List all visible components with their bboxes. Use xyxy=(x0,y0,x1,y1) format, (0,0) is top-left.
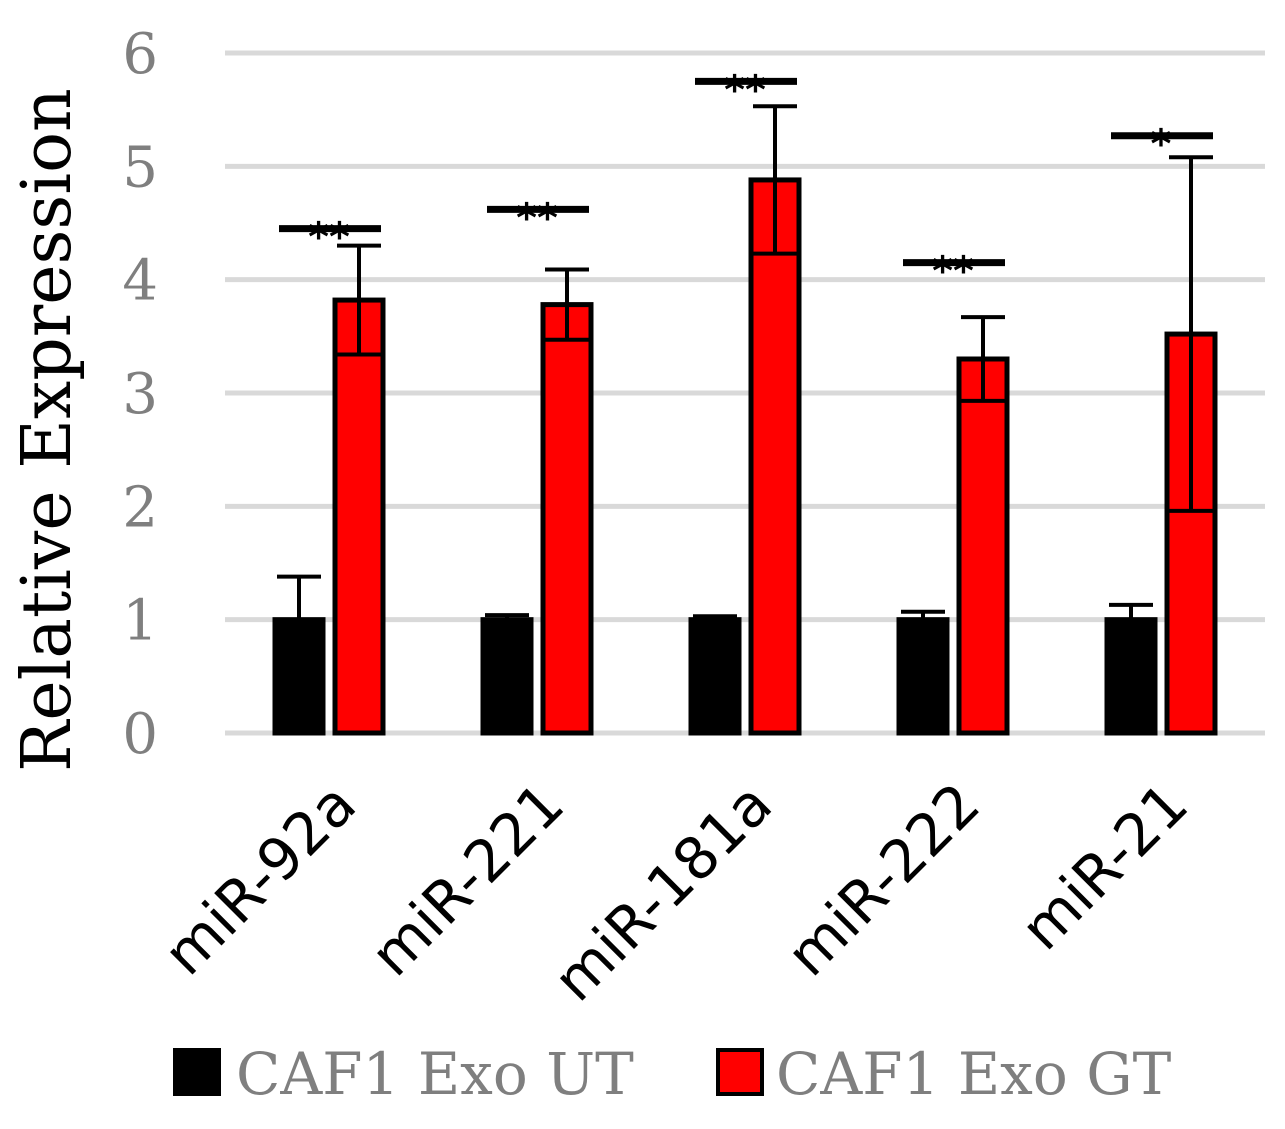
legend-swatch xyxy=(716,1048,764,1096)
bar-ut-mir-222 xyxy=(896,617,950,736)
bar-ut-mir-181a xyxy=(688,617,742,736)
y-tick-label: 0 xyxy=(122,702,158,767)
significance-marker: ** xyxy=(695,67,797,113)
bars xyxy=(272,177,1218,736)
bar-gt-mir-222 xyxy=(956,356,1010,736)
significance-label: ** xyxy=(516,195,558,241)
bar-ut-mir-221 xyxy=(480,617,534,736)
error-bar xyxy=(753,104,797,256)
error-bar xyxy=(337,243,381,357)
significance-label: ** xyxy=(932,249,974,295)
error-bar xyxy=(693,614,737,624)
y-tick-label: 6 xyxy=(122,22,158,87)
bar-gt-mir-92a xyxy=(332,297,386,736)
legend-entry: CAF1 Exo GT xyxy=(716,1040,1172,1108)
y-axis-title: Relative Expression xyxy=(8,88,87,772)
significance-marker: ** xyxy=(903,249,1005,295)
significance-label: ** xyxy=(724,67,766,113)
legend-label: CAF1 Exo UT xyxy=(236,1040,634,1108)
y-tick-label: 1 xyxy=(122,589,158,654)
y-axis-ticks: 0 1 2 3 4 5 6 xyxy=(122,22,158,767)
legend-swatch xyxy=(173,1048,221,1096)
y-tick-label: 5 xyxy=(122,135,158,200)
error-bar xyxy=(545,267,589,342)
significance-label: ** xyxy=(308,215,350,261)
error-bar xyxy=(1169,155,1213,513)
significance-markers: ** ******* xyxy=(279,67,1213,295)
x-category-label: miR-92a xyxy=(151,770,369,988)
bar-gt-mir-181a xyxy=(748,177,802,736)
y-tick-label: 3 xyxy=(122,362,158,427)
x-category-label: miR-222 xyxy=(774,770,993,989)
bar-ut-mir-21 xyxy=(1104,617,1158,736)
significance-marker: * xyxy=(1111,122,1213,168)
error-bar xyxy=(961,315,1005,403)
error-bars xyxy=(277,104,1213,663)
gridlines xyxy=(225,50,1265,736)
error-bar xyxy=(1109,602,1153,635)
x-category-label: miR-221 xyxy=(358,770,577,989)
error-bar xyxy=(485,613,529,625)
significance-label: * xyxy=(1151,122,1172,168)
bar-gt-mir-221 xyxy=(540,302,594,736)
x-category-label: miR-181a xyxy=(540,770,784,1014)
significance-marker: ** xyxy=(279,215,381,261)
y-tick-label: 4 xyxy=(122,249,158,314)
significance-marker: ** xyxy=(487,195,589,241)
legend-label: CAF1 Exo GT xyxy=(776,1040,1172,1108)
legend-entry: CAF1 Exo UT xyxy=(173,1040,634,1108)
y-tick-label: 2 xyxy=(122,475,158,540)
error-bar xyxy=(901,609,945,628)
error-bar xyxy=(277,574,321,663)
legend: CAF1 Exo UT CAF1 Exo GT xyxy=(173,1040,1172,1108)
x-category-label: miR-21 xyxy=(1008,770,1201,963)
